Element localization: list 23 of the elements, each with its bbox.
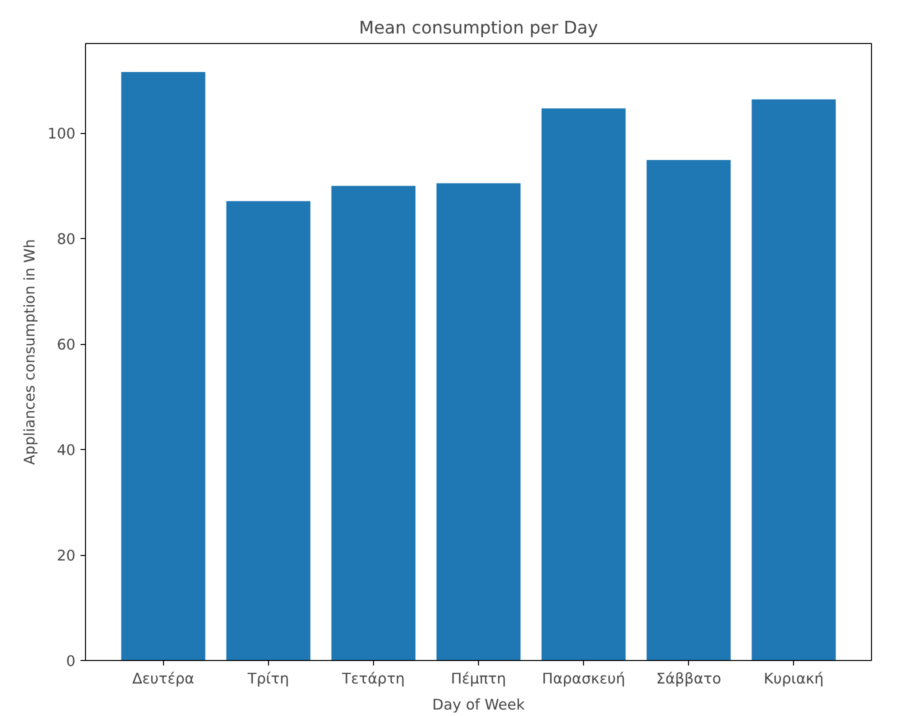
bar [121,72,206,660]
y-tick-label: 60 [56,336,76,354]
bar [752,99,836,660]
y-tick-label: 100 [48,126,76,143]
y-tick-label: 20 [56,548,76,565]
x-tick-label: Παρασκευή [542,670,626,688]
y-tick-label: 40 [56,442,76,460]
x-tick-label: Πέμπτη [450,670,506,688]
bar [646,160,731,660]
y-tick-label: 0 [66,653,76,670]
x-tick-label: Τετάρτη [341,670,405,688]
bar [226,201,310,660]
bar [542,108,626,660]
chart-title: Mean consumption per Day [359,18,598,38]
bar [436,183,521,660]
x-axis-title: Day of Week [432,696,526,714]
bar [331,186,416,660]
x-tick-label: Σάββατο [656,670,722,688]
x-tick-label: Δευτέρα [132,670,194,688]
y-axis-title: Appliances consumption in Wh [22,239,39,465]
x-tick-label: Τρίτη [246,670,290,688]
y-tick-label: 80 [56,231,76,248]
x-tick-label: Κυριακή [764,670,824,688]
